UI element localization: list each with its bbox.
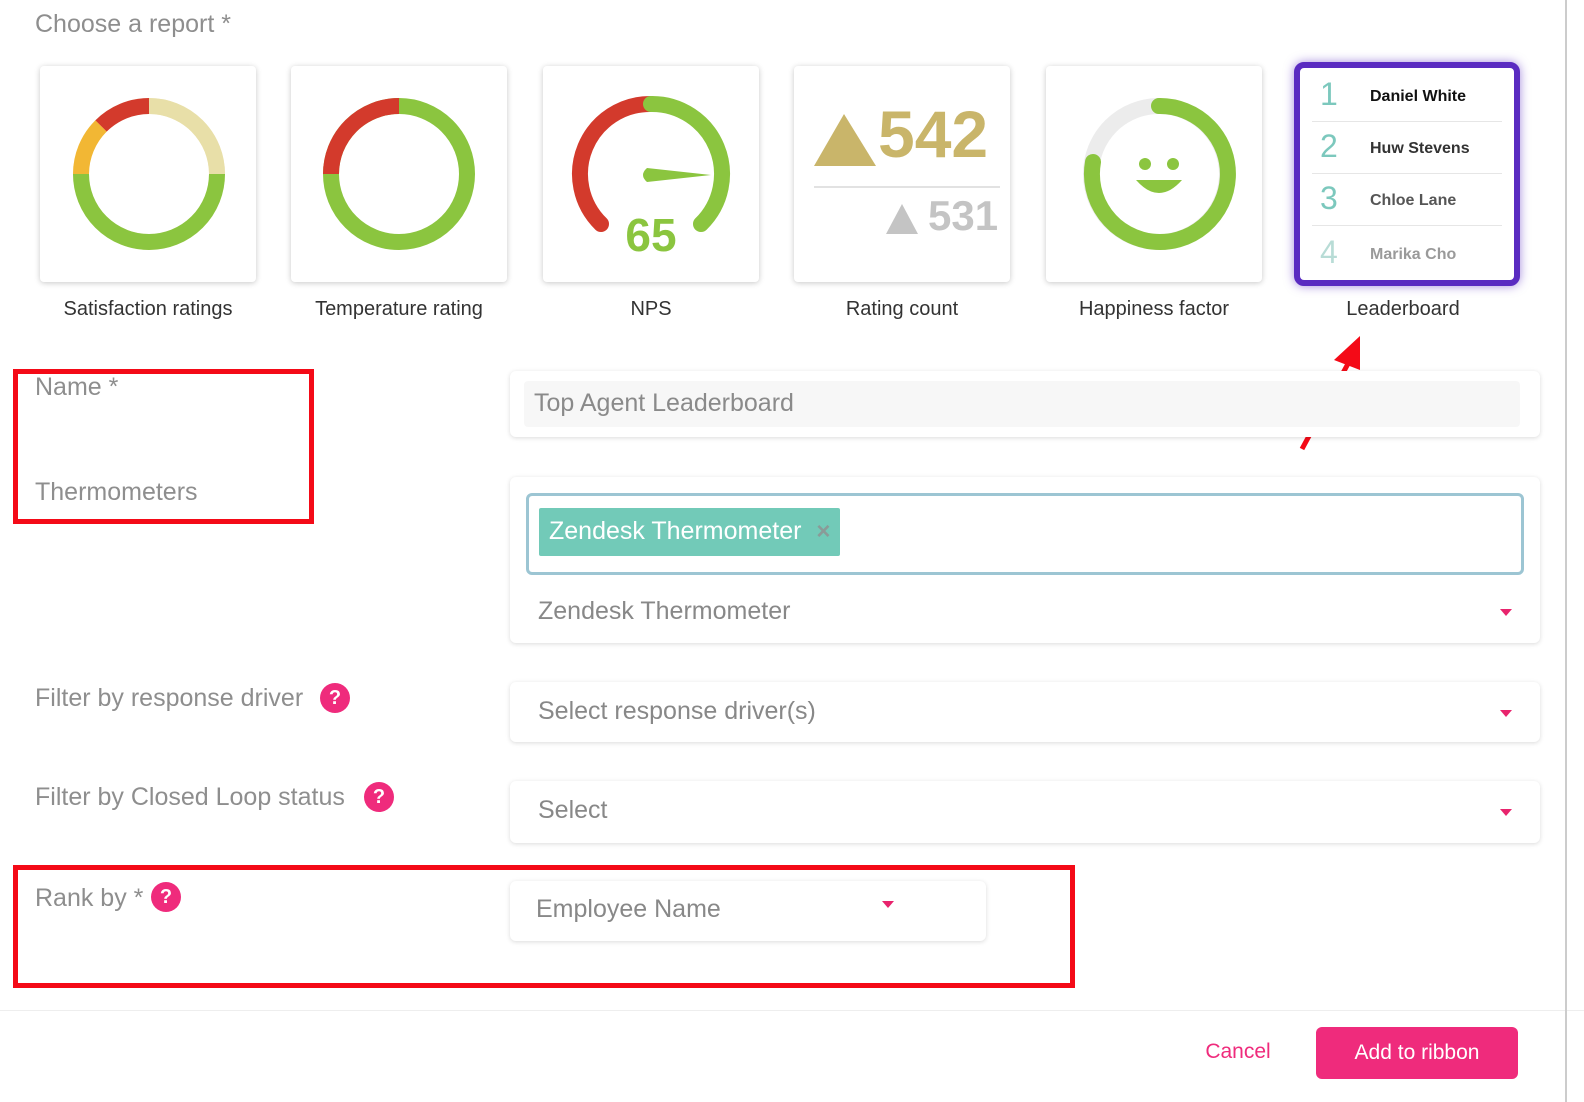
thermometer-tag-label: Zendesk Thermometer — [549, 517, 802, 545]
leaderboard-rank: 2 — [1320, 128, 1338, 164]
rating-count-primary: 542 — [878, 97, 989, 171]
caption-temperature-rating: Temperature rating — [315, 298, 483, 320]
response-driver-placeholder: Select response driver(s) — [538, 697, 816, 725]
annotation-box-rank-by — [13, 865, 1075, 988]
leaderboard-rank: 1 — [1320, 76, 1338, 112]
leaderboard-name: Marika Cho — [1370, 246, 1457, 263]
happiness-smiley-icon — [1083, 97, 1236, 250]
leaderboard-name: Daniel White — [1370, 88, 1467, 105]
report-card-rating-count[interactable]: 542 531 — [794, 66, 1010, 282]
cancel-button[interactable]: Cancel — [1205, 1040, 1271, 1063]
help-icon[interactable]: ? — [320, 683, 350, 713]
choose-report-title: Choose a report * — [35, 10, 231, 38]
thermometers-select[interactable]: Zendesk Thermometer — [538, 597, 791, 625]
temperature-donut-icon — [323, 98, 475, 250]
rank-by-select[interactable]: Employee Name — [510, 881, 986, 941]
thermometers-field: Zendesk Thermometer × Zendesk Thermomete… — [510, 477, 1540, 643]
name-label: Name * — [35, 373, 119, 401]
leaderboard-entry: 2 Huw Stevens — [1312, 122, 1502, 174]
rating-count-secondary: 531 — [928, 192, 999, 239]
caption-happiness-factor: Happiness factor — [1078, 298, 1230, 320]
leaderboard-rank: 4 — [1320, 234, 1338, 270]
thermometers-tag-input[interactable]: Zendesk Thermometer × — [526, 493, 1524, 575]
window-edge — [1565, 0, 1567, 1102]
footer-divider — [0, 1010, 1584, 1011]
leaderboard-entry: 1 Daniel White — [1312, 70, 1502, 122]
caption-satisfaction-ratings: Satisfaction ratings — [63, 298, 233, 320]
help-icon[interactable]: ? — [364, 782, 394, 812]
rank-by-label: Rank by * — [35, 884, 144, 912]
chevron-down-icon[interactable] — [1500, 609, 1512, 616]
annotation-box-name-thermometers — [13, 369, 314, 524]
name-input[interactable]: Top Agent Leaderboard — [524, 381, 1520, 427]
caption-nps: NPS — [630, 298, 672, 320]
help-icon[interactable]: ? — [151, 882, 181, 912]
nps-gauge-icon — [571, 95, 731, 232]
report-card-leaderboard[interactable]: 1 Daniel White 2 Huw Stevens 3 Chloe Lan… — [1294, 62, 1520, 286]
rank-by-value: Employee Name — [536, 895, 721, 923]
leaderboard-rank: 3 — [1320, 180, 1338, 216]
leaderboard-name: Chloe Lane — [1370, 192, 1457, 209]
response-driver-select[interactable]: Select response driver(s) — [510, 682, 1540, 742]
leaderboard-name: Huw Stevens — [1370, 140, 1470, 157]
report-card-happiness-factor[interactable] — [1046, 66, 1262, 282]
caption-rating-count: Rating count — [845, 298, 959, 320]
closed-loop-placeholder: Select — [538, 796, 608, 824]
response-driver-label: Filter by response driver — [35, 684, 304, 712]
thermometer-tag: Zendesk Thermometer × — [539, 508, 841, 556]
rating-count-triangles-icon — [814, 114, 1000, 234]
leaderboard-entry: 4 Marika Cho — [1312, 228, 1502, 280]
chevron-down-icon[interactable] — [882, 901, 894, 908]
add-to-ribbon-button[interactable]: Add to ribbon — [1316, 1027, 1518, 1079]
leaderboard-entry: 3 Chloe Lane — [1312, 174, 1502, 226]
chevron-down-icon[interactable] — [1500, 809, 1512, 816]
chevron-down-icon[interactable] — [1500, 710, 1512, 717]
tag-remove-icon[interactable]: × — [816, 518, 831, 545]
report-card-satisfaction-ratings[interactable] — [40, 66, 256, 282]
report-card-nps[interactable]: 65 — [543, 66, 759, 282]
name-field: Top Agent Leaderboard — [510, 371, 1540, 437]
report-card-temperature-rating[interactable] — [291, 66, 507, 282]
satisfaction-donut-icon — [73, 98, 225, 250]
closed-loop-select[interactable]: Select — [510, 781, 1540, 843]
thermometers-label: Thermometers — [35, 478, 198, 506]
closed-loop-label: Filter by Closed Loop status — [35, 783, 345, 811]
caption-leaderboard: Leaderboard — [1346, 298, 1460, 320]
nps-score: 65 — [625, 209, 677, 261]
